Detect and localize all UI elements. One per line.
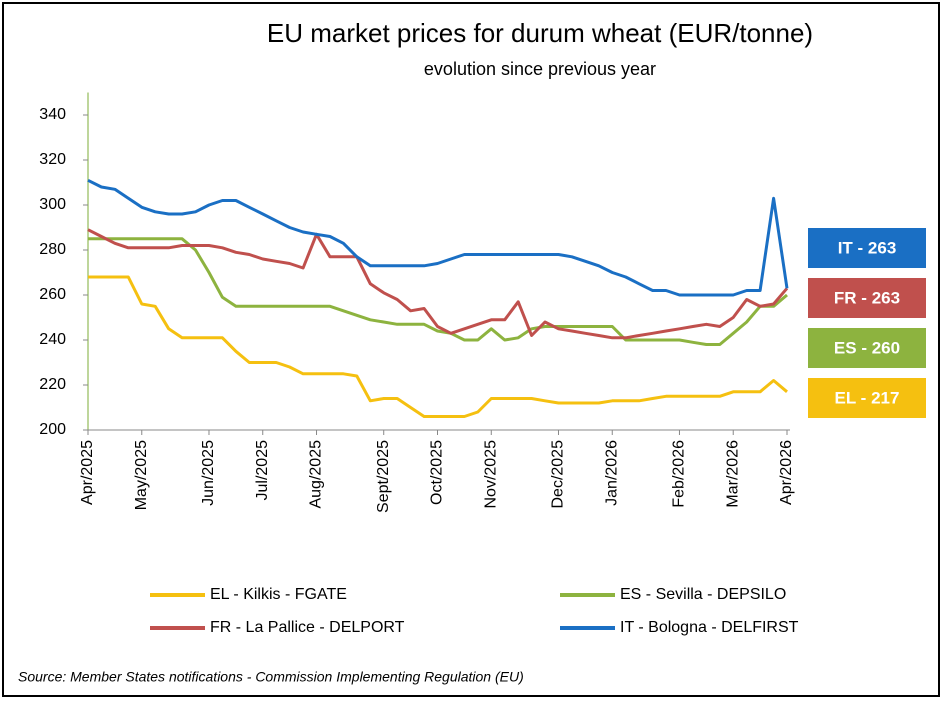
x-tick-label: Feb/2026 xyxy=(671,440,688,508)
series-line xyxy=(87,228,789,340)
legend-label: ES - Sevilla - DEPSILO xyxy=(620,586,786,603)
end-label-box xyxy=(808,228,926,268)
x-tick-label: Jul/2025 xyxy=(254,440,271,501)
x-tick-label: Oct/2025 xyxy=(429,440,446,505)
end-label: IT - 263 xyxy=(838,238,897,257)
end-label-box xyxy=(808,328,926,368)
x-tick-label: Sept/2025 xyxy=(375,440,392,513)
x-tick-label: May/2025 xyxy=(133,440,150,510)
x-tick-label: Jan/2026 xyxy=(603,440,620,506)
end-label-box xyxy=(808,378,926,418)
y-tick-label: 300 xyxy=(39,196,66,213)
y-tick-label: 340 xyxy=(39,106,66,123)
y-tick-label: 240 xyxy=(39,331,66,348)
chart-subtitle: evolution since previous year xyxy=(424,59,656,79)
y-tick-label: 280 xyxy=(39,241,66,258)
series-line xyxy=(88,237,788,346)
x-tick-label: Mar/2026 xyxy=(724,440,741,508)
y-tick-label: 220 xyxy=(39,376,66,393)
legend-label: IT - Bologna - DELFIRST xyxy=(620,619,799,636)
y-tick-label: 320 xyxy=(39,151,66,168)
end-label: FR - 263 xyxy=(834,288,900,307)
series-line xyxy=(88,275,788,418)
x-tick-label: Apr/2025 xyxy=(79,440,96,505)
x-tick-label: Jun/2025 xyxy=(200,440,217,506)
legend-label: EL - Kilkis - FGATE xyxy=(210,586,347,603)
chart-title: EU market prices for durum wheat (EUR/to… xyxy=(267,18,813,48)
y-tick-label: 200 xyxy=(39,421,66,438)
x-tick-label: Aug/2025 xyxy=(308,440,325,509)
legend-label: FR - La Pallice - DELPORT xyxy=(210,619,405,636)
end-label: EL - 217 xyxy=(835,388,900,407)
y-tick-label: 260 xyxy=(39,286,66,303)
series-line xyxy=(87,178,789,297)
x-tick-label: Dec/2025 xyxy=(550,440,567,509)
end-label: ES - 260 xyxy=(834,338,900,357)
x-tick-label: Nov/2025 xyxy=(482,440,499,509)
end-label-box xyxy=(808,278,926,318)
source-note: Source: Member States notifications - Co… xyxy=(18,669,524,685)
x-tick-label: Apr/2026 xyxy=(778,440,795,505)
